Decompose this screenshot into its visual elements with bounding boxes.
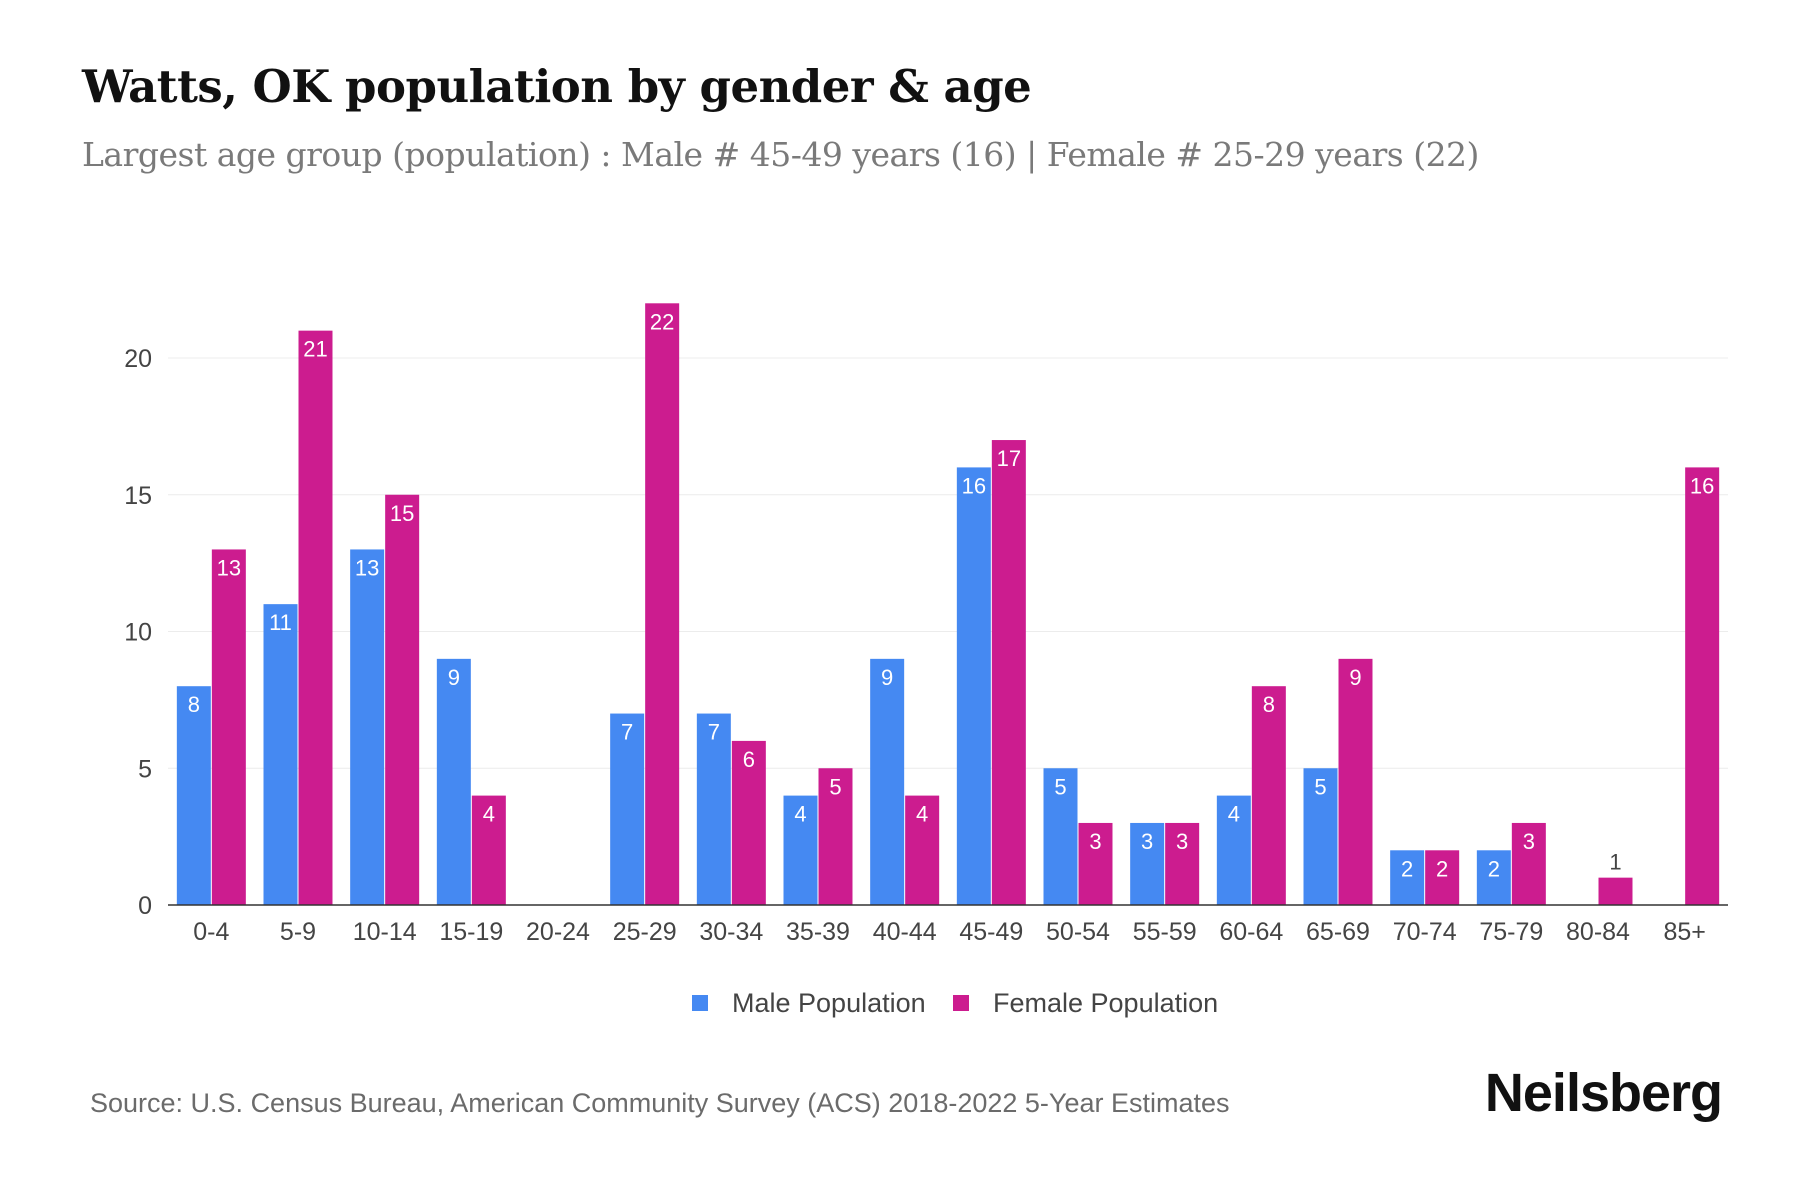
- x-tick-label: 45-49: [959, 918, 1023, 946]
- data-label: 5: [829, 774, 841, 799]
- data-label: 9: [1349, 665, 1361, 690]
- x-tick-label: 85+: [1663, 918, 1705, 946]
- female-bar: [1598, 877, 1633, 905]
- female-bar: [731, 740, 766, 905]
- x-tick-label: 40-44: [873, 918, 937, 946]
- data-label: 15: [390, 501, 414, 526]
- female-bar: [905, 795, 940, 905]
- data-label: 6: [743, 747, 755, 772]
- data-label: 5: [1054, 774, 1066, 799]
- data-label: 7: [708, 720, 720, 745]
- data-label: 17: [997, 446, 1021, 471]
- female-bar: [1251, 686, 1286, 905]
- male-bar: [436, 658, 471, 905]
- female-bar: [1165, 822, 1200, 905]
- data-label: 5: [1314, 774, 1326, 799]
- data-label: 21: [303, 337, 327, 362]
- female-bar: [1425, 850, 1460, 905]
- male-bar: [1303, 768, 1338, 905]
- y-tick-label: 20: [124, 345, 152, 373]
- data-label: 2: [1436, 856, 1448, 881]
- x-tick-label: 30-34: [699, 918, 763, 946]
- female-bar: [991, 440, 1026, 905]
- male-bar: [1130, 822, 1165, 905]
- female-bar: [298, 330, 333, 905]
- brand-logo: Neilsberg: [1484, 1063, 1723, 1123]
- legend-swatch-female: [953, 995, 969, 1011]
- data-label: 3: [1141, 829, 1153, 854]
- data-label: 3: [1523, 829, 1535, 854]
- data-label: 13: [355, 555, 379, 580]
- female-bar: [471, 795, 506, 905]
- male-bar: [263, 604, 298, 905]
- x-tick-label: 75-79: [1479, 918, 1543, 946]
- data-label: 3: [1176, 829, 1188, 854]
- x-tick-label: 35-39: [786, 918, 850, 946]
- x-tick-label: 65-69: [1306, 918, 1370, 946]
- data-label: 2: [1401, 856, 1413, 881]
- x-tick-label: 5-9: [280, 918, 316, 946]
- x-tick-label: 80-84: [1566, 918, 1630, 946]
- male-bar: [783, 795, 818, 905]
- x-tick-label: 25-29: [613, 918, 677, 946]
- data-label: 11: [269, 610, 292, 635]
- male-bar: [1043, 768, 1078, 905]
- data-label: 4: [483, 802, 495, 827]
- data-label: 16: [962, 473, 986, 498]
- x-tick-label: 0-4: [193, 918, 229, 946]
- x-tick-label: 55-59: [1133, 918, 1197, 946]
- y-tick-label: 15: [124, 482, 152, 510]
- female-bar: [211, 549, 246, 905]
- y-tick-label: 0: [138, 892, 152, 920]
- x-tick-label: 70-74: [1393, 918, 1457, 946]
- data-label: 13: [217, 555, 241, 580]
- female-bar: [818, 768, 853, 905]
- female-bar: [1338, 658, 1373, 905]
- data-label: 1: [1609, 850, 1621, 875]
- data-label: 4: [916, 802, 928, 827]
- chart-title: Watts, OK population by gender & age: [82, 60, 1032, 113]
- x-tick-label: 60-64: [1219, 918, 1283, 946]
- data-label: 7: [621, 720, 633, 745]
- y-tick-label: 5: [138, 755, 152, 783]
- source-note: Source: U.S. Census Bureau, American Com…: [90, 1088, 1230, 1118]
- legend-swatch-male: [692, 995, 708, 1011]
- male-bar: [956, 467, 991, 905]
- data-label: 8: [1263, 692, 1275, 717]
- data-label: 9: [881, 665, 893, 690]
- x-tick-label: 50-54: [1046, 918, 1110, 946]
- male-bar: [1216, 795, 1251, 905]
- data-label: 4: [794, 802, 806, 827]
- legend-label-female: Female Population: [993, 988, 1218, 1018]
- male-bar: [1476, 850, 1511, 905]
- female-bar: [1511, 822, 1546, 905]
- data-label: 3: [1089, 829, 1101, 854]
- male-bar: [696, 713, 731, 905]
- male-bar: [350, 549, 385, 905]
- female-bar: [645, 303, 680, 905]
- x-tick-label: 10-14: [353, 918, 417, 946]
- legend-label-male: Male Population: [732, 988, 926, 1018]
- data-label: 8: [188, 692, 200, 717]
- male-bar: [870, 658, 905, 905]
- x-tick-label: 20-24: [526, 918, 590, 946]
- female-bar: [1685, 467, 1720, 905]
- chart-subtitle: Largest age group (population) : Male # …: [82, 135, 1479, 174]
- data-label: 4: [1228, 802, 1240, 827]
- x-tick-label: 15-19: [439, 918, 503, 946]
- data-label: 2: [1488, 856, 1500, 881]
- data-label: 22: [650, 309, 674, 334]
- female-bar: [1078, 822, 1113, 905]
- male-bar: [610, 713, 645, 905]
- male-bar: [176, 686, 211, 905]
- data-label: 16: [1690, 473, 1714, 498]
- male-bar: [1390, 850, 1425, 905]
- data-label: 9: [448, 665, 460, 690]
- y-tick-label: 10: [124, 619, 152, 647]
- female-bar: [385, 494, 420, 905]
